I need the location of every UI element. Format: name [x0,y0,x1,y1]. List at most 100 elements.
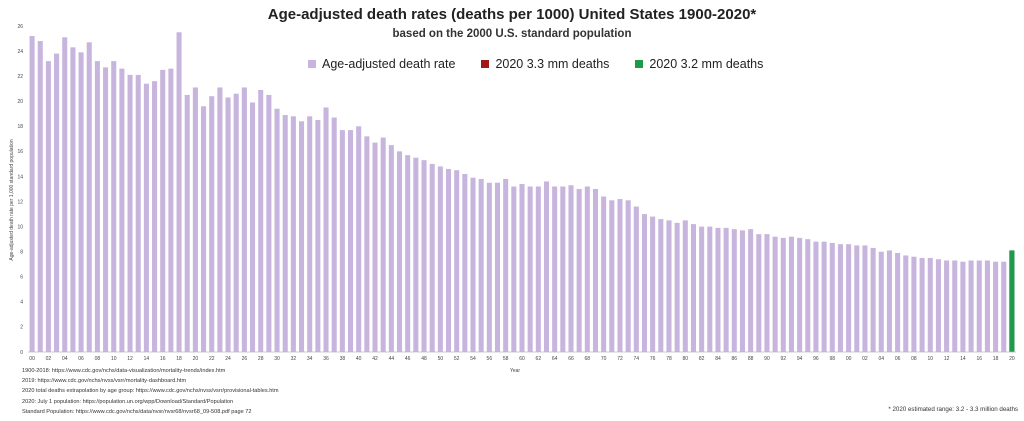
x-tick-label: 80 [683,356,689,362]
y-tick-label: 18 [17,124,23,130]
x-tick-label: 56 [487,356,493,362]
x-tick-label: 36 [323,356,329,362]
bar-1921 [201,106,207,352]
bar-1954 [470,177,476,352]
x-tick-label: 62 [536,356,542,362]
bar-1912 [127,74,133,353]
bar-1948 [421,160,427,352]
bar-2020-low [1009,250,1015,352]
bar-1975 [641,214,648,352]
bar-1910 [111,61,117,353]
bar-1940 [356,126,362,352]
bar-2008 [911,256,917,352]
bar-1995 [805,239,811,352]
bar-1969 [592,189,599,352]
bar-1944 [388,145,394,352]
source-line: Standard Population: https://www.cdc.gov… [22,408,252,415]
x-tick-label: 04 [878,356,884,362]
bar-2002 [862,245,868,352]
x-tick-label: 10 [111,356,117,362]
bar-1927 [250,102,256,352]
bar-1916 [160,69,166,352]
bar-1966 [568,185,574,352]
bar-1945 [396,151,403,352]
bar-1963 [543,181,550,352]
legend-entry-2020-low: 2020 3.2 mm deaths [635,57,763,71]
bar-2012 [944,260,950,352]
legend-swatch-2020-high [481,60,490,68]
bar-1951 [445,168,452,352]
x-tick-label: 96 [813,356,819,362]
bar-1937 [331,117,337,352]
x-tick-label: 52 [454,356,460,362]
bar-1991 [772,236,778,352]
bar-2014 [960,261,966,352]
y-tick-label: 26 [17,24,23,30]
bar-1970 [601,196,607,352]
x-tick-label: 84 [715,356,721,362]
bar-1941 [364,136,370,352]
bar-1956 [486,182,492,352]
x-tick-label: 74 [634,356,640,362]
x-tick-label: 86 [732,356,738,362]
source-line: 2019: https://www.cdc.gov/nchs/nvss/vsrr… [22,378,187,385]
bar-2003 [870,247,876,352]
x-axis-label: Year [510,368,520,374]
x-tick-label: 18 [176,356,182,362]
x-tick-label: 00 [846,356,852,362]
bar-1911 [119,68,125,352]
bar-1913 [135,74,141,353]
bar-1998 [829,242,835,352]
bar-2011 [935,259,941,352]
bar-1930 [274,108,280,352]
x-tick-label: 10 [927,356,933,362]
bar-2015 [968,260,974,352]
bar-1972 [617,199,623,352]
bar-1922 [209,96,215,352]
bar-1990 [764,234,770,352]
x-tick-label: 12 [127,356,133,362]
chart-subtitle: based on the 2000 U.S. standard populati… [392,28,632,40]
y-tick-label: 10 [17,224,23,230]
bar-2007 [903,255,909,352]
bar-1915 [152,81,158,353]
x-tick-label: 00 [29,356,35,362]
bar-1903 [54,53,60,352]
bars [29,32,1015,353]
bar-1986 [731,229,737,352]
y-tick-label: 22 [17,74,23,80]
x-tick-label: 16 [976,356,982,362]
x-tick-label: 90 [764,356,770,362]
bar-1942 [372,142,378,352]
legend-label-rate: Age-adjusted death rate [322,57,456,71]
bar-1907 [86,42,92,353]
bar-1920 [192,87,198,352]
bar-1992 [780,237,786,352]
bar-1974 [633,206,639,352]
bar-1946 [405,155,411,352]
bar-1988 [748,229,754,352]
bar-1925 [233,93,239,353]
bar-1935 [315,120,321,352]
x-tick-label: 22 [209,356,215,362]
x-tick-label: 08 [95,356,101,362]
x-tick-label: 30 [274,356,280,362]
bar-1987 [739,230,745,352]
bar-1989 [756,234,762,352]
x-tick-label: 94 [797,356,803,362]
bar-1977 [658,219,664,352]
bar-1938 [339,130,345,352]
x-tick-label: 82 [699,356,705,362]
legend-label-2020-low: 2020 3.2 mm deaths [649,57,764,71]
bar-1957 [494,182,501,352]
x-tick-label: 08 [911,356,917,362]
bar-1934 [307,116,313,352]
bar-1947 [413,157,419,352]
bar-1931 [282,115,288,353]
bar-1962 [535,186,541,352]
bar-1961 [527,186,533,352]
bar-1936 [323,107,329,352]
bar-2017 [984,260,990,352]
x-tick-label: 50 [438,356,444,362]
